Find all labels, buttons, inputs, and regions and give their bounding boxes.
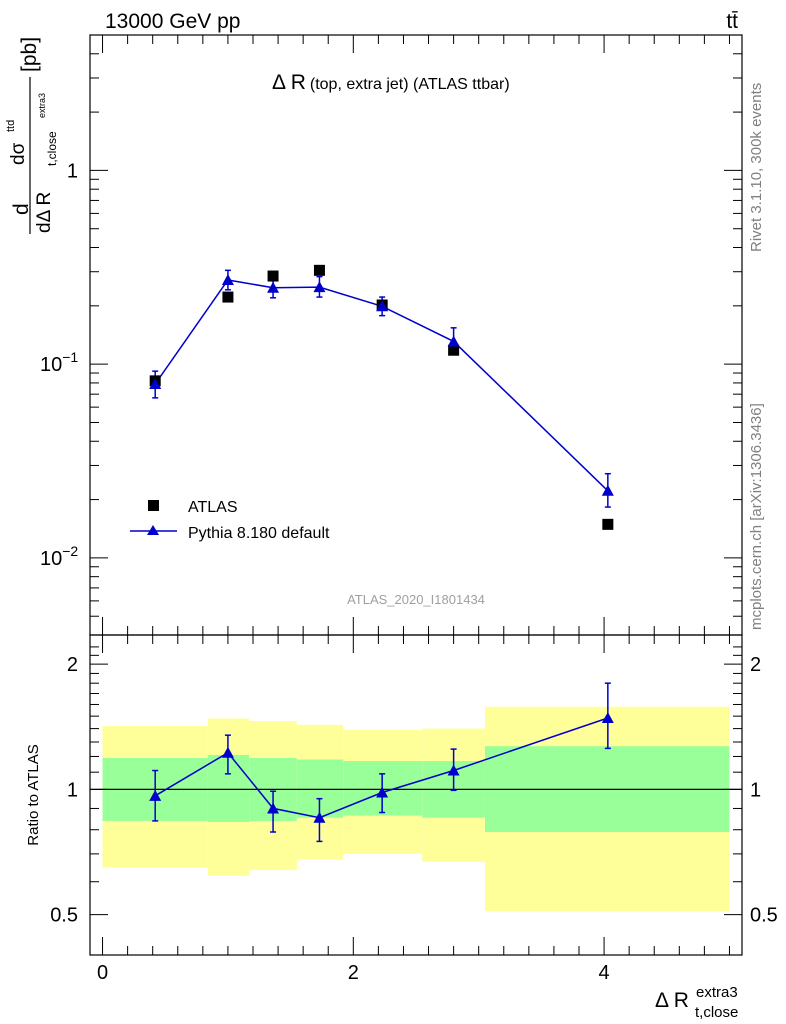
pythia-data-points <box>149 273 614 496</box>
analysis-watermark: ATLAS_2020_I1801434 <box>347 592 485 607</box>
ratio-panel: 0.5 0.5 1 1 2 2 0 2 4 Ratio to ATLAS Δ R extra3… <box>25 634 778 1021</box>
pythia-point <box>267 281 280 293</box>
svg-text:extra3: extra3 <box>696 984 738 1001</box>
svg-text:t,close: t,close <box>45 131 59 166</box>
ratio-point <box>376 786 389 798</box>
ratio-y-axis-label: Ratio to ATLAS <box>25 744 42 845</box>
svg-text:ttd: ttd <box>5 120 17 132</box>
ratio-x-tick-label: 0 <box>97 962 108 984</box>
svg-text:dΔ R: dΔ R <box>34 192 55 233</box>
plot-title: Δ R (top, extra jet) (ATLAS ttbar) <box>272 71 510 94</box>
main-y-tick-label: 10−1 <box>40 349 78 376</box>
ratio-data-points <box>149 711 614 823</box>
svg-text:[pb]: [pb] <box>18 37 41 72</box>
svg-text:d: d <box>10 203 33 215</box>
atlas-point <box>222 291 234 303</box>
pythia-error-bars <box>152 269 611 508</box>
legend-pythia-marker <box>147 525 159 535</box>
main-panel: 10−2 10−1 1 Δ R (top, extra jet) (ATLAS ttb… <box>5 34 743 636</box>
pythia-point <box>221 273 234 285</box>
legend: ATLAS Pythia 8.180 default <box>130 499 330 542</box>
main-frame <box>89 34 743 636</box>
atlas-point <box>267 270 279 282</box>
ratio-x-tick-labels: 0 2 4 <box>97 962 610 984</box>
ratio-point <box>221 746 234 758</box>
ratio-point <box>447 764 460 776</box>
svg-text:t,close: t,close <box>695 1004 738 1021</box>
ratio-point <box>313 811 326 823</box>
ratio-axis-ticks <box>90 635 742 955</box>
ratio-y-tick-label: 0.5 <box>50 905 78 927</box>
energy-label: 13000 GeV pp <box>105 10 240 33</box>
main-y-tick-labels: 10−2 10−1 1 <box>40 160 78 569</box>
process-label: tt̄ <box>726 10 738 33</box>
ratio-y-tick-label-right: 1 <box>750 779 761 801</box>
legend-atlas-marker <box>148 500 159 511</box>
pythia-point <box>376 300 389 312</box>
atlas-point <box>602 518 614 530</box>
ratio-point <box>267 802 280 814</box>
ratio-y-tick-label-right: 0.5 <box>750 905 778 927</box>
main-y-tick-label: 1 <box>67 160 78 182</box>
ratio-y-tick-label: 2 <box>67 654 78 676</box>
main-y-axis-label: d dΔ R t,close extra3 dσ ttd [pb] <box>5 37 59 234</box>
ratio-x-tick-label: 4 <box>599 962 610 984</box>
ratio-frame <box>89 634 743 956</box>
ratio-y-tick-labels: 0.5 0.5 1 1 2 2 <box>50 654 778 927</box>
legend-pythia-label: Pythia 8.180 default <box>188 525 330 542</box>
ratio-uncertainty-bands <box>102 706 730 912</box>
legend-atlas-label: ATLAS <box>188 499 238 516</box>
rivet-version-label: Rivet 3.1.10, 300k events <box>748 83 765 252</box>
main-y-tick-label: 10−2 <box>40 543 78 570</box>
pythia-point <box>601 484 614 496</box>
main-axis-ticks <box>90 34 742 636</box>
pythia-point <box>313 281 326 293</box>
svg-text:extra3: extra3 <box>37 93 47 118</box>
svg-text:dσ: dσ <box>8 142 29 165</box>
atlas-point <box>448 344 460 356</box>
mcplots-reference-label: mcplots.cern.ch [arXiv:1306.3436] <box>748 403 765 630</box>
ratio-x-tick-label: 2 <box>348 962 359 984</box>
atlas-point <box>313 264 325 276</box>
svg-text:Δ R: Δ R <box>655 989 689 1012</box>
ratio-point <box>601 711 614 723</box>
ratio-y-tick-label: 1 <box>67 779 78 801</box>
x-axis-label: Δ R extra3 t,close <box>655 984 738 1021</box>
pythia-point <box>149 377 162 389</box>
ratio-y-tick-label-right: 2 <box>750 654 761 676</box>
pythia-point <box>447 335 460 347</box>
ratio-point <box>149 789 162 801</box>
